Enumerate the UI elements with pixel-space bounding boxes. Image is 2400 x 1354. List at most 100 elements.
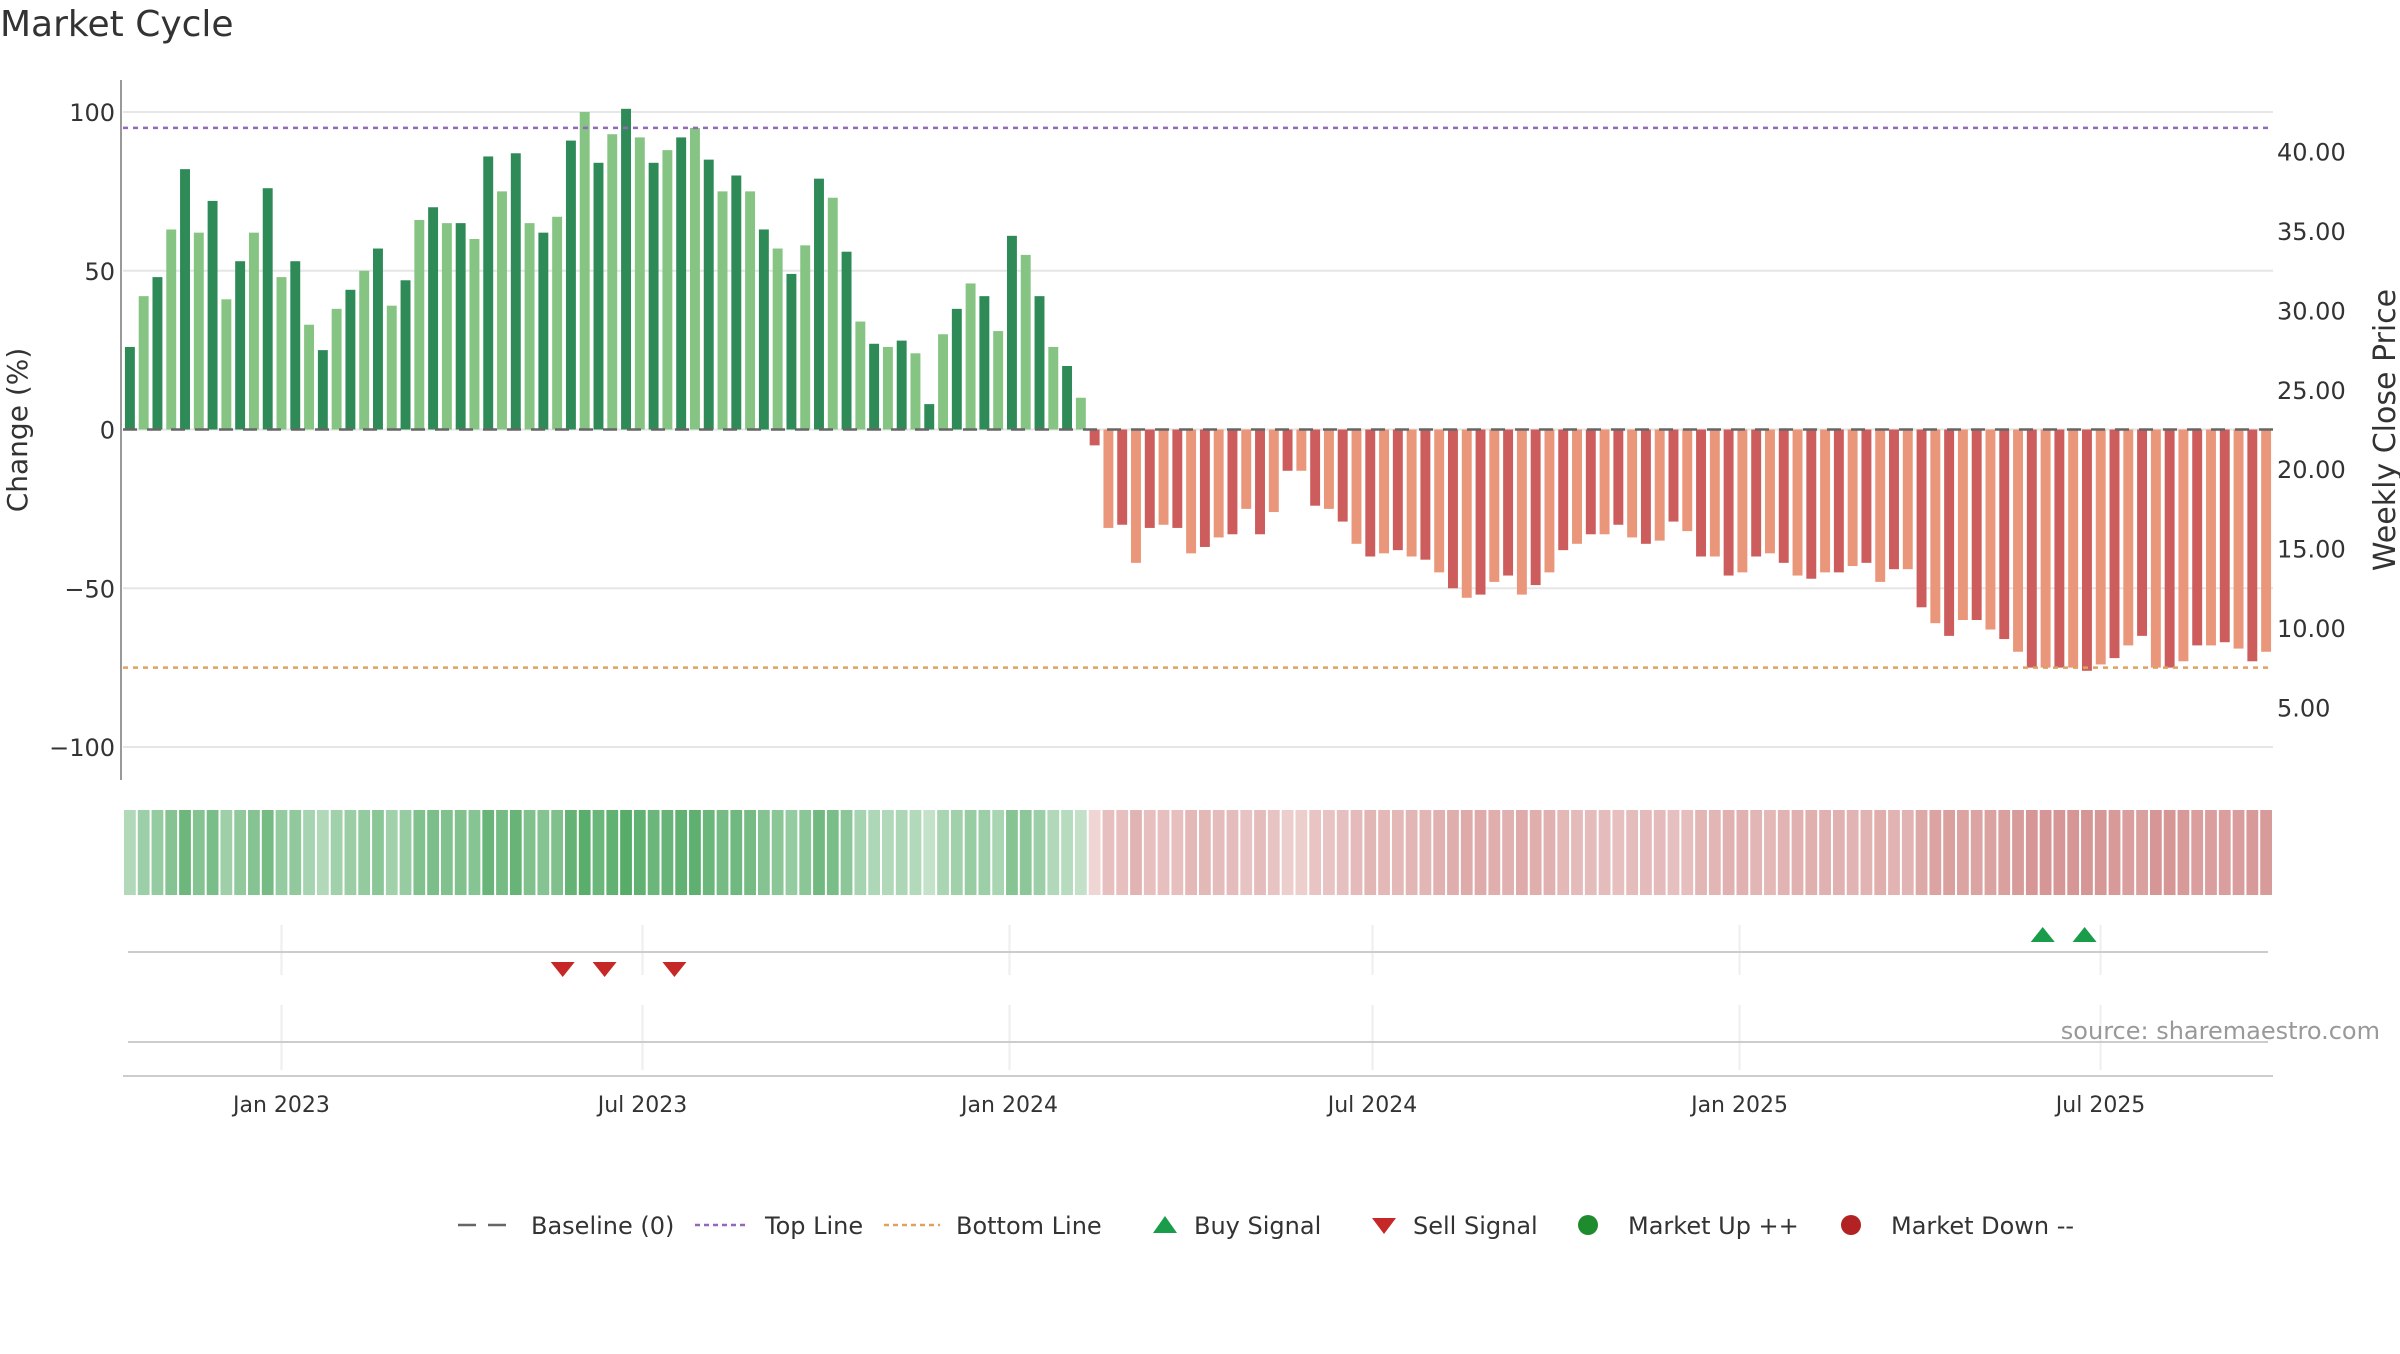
heat-cell xyxy=(1832,810,1845,895)
heat-cell xyxy=(2218,810,2231,895)
bar xyxy=(345,289,356,430)
bar xyxy=(1627,429,1638,538)
bar xyxy=(1489,429,1500,582)
bar xyxy=(1392,429,1403,551)
bar xyxy=(1337,429,1348,522)
heat-cell xyxy=(1998,810,2011,895)
heat-cell xyxy=(730,810,743,895)
bar xyxy=(1420,429,1431,560)
y-tick-label-right: 15.00 xyxy=(2277,536,2346,564)
legend-swatch-buy xyxy=(1153,1216,1177,1233)
bar xyxy=(1875,429,1886,582)
bar xyxy=(1572,429,1582,544)
heat-cell xyxy=(854,810,867,895)
legend-item-top: Top Line xyxy=(695,1212,863,1240)
heat-cell xyxy=(1405,810,1418,895)
heat-cell xyxy=(330,810,343,895)
legend-item-up: Market Up ++ xyxy=(1578,1212,1799,1240)
heat-cell xyxy=(1226,810,1239,895)
legend: Baseline (0) Top Line Bottom Line Buy Signa… xyxy=(458,1212,2074,1240)
heat-cell xyxy=(1681,810,1694,895)
heat-cell xyxy=(1185,810,1197,895)
legend-label: Market Down -- xyxy=(1891,1212,2074,1240)
bar xyxy=(483,156,494,430)
bar xyxy=(2206,429,2216,646)
heat-strip xyxy=(124,810,2272,895)
heat-cell xyxy=(813,810,825,895)
bar xyxy=(1599,429,1610,535)
heat-cell xyxy=(1846,810,1859,895)
heat-cell xyxy=(2163,810,2176,895)
bar xyxy=(1778,429,1789,563)
bar xyxy=(579,112,590,430)
bar xyxy=(1434,429,1445,573)
y-tick-label-right: 40.00 xyxy=(2277,139,2346,167)
heat-cell xyxy=(289,810,302,895)
reference-lines xyxy=(123,126,2273,669)
heat-cell xyxy=(2108,810,2121,895)
bar xyxy=(1268,429,1279,513)
bar xyxy=(772,248,783,430)
bar xyxy=(717,191,728,430)
bar xyxy=(262,188,273,430)
chart-title: Market Cycle xyxy=(0,4,234,45)
bar xyxy=(1654,429,1665,541)
bar-series xyxy=(124,108,2272,671)
bar xyxy=(1944,429,1955,636)
sell-signal-marker xyxy=(592,962,617,977)
x-tick-label: Jan 2025 xyxy=(1689,1093,1788,1118)
heat-cell xyxy=(468,810,481,895)
legend-item-buy: Buy Signal xyxy=(1153,1212,1321,1240)
heat-cell xyxy=(1957,810,1969,895)
heat-cell xyxy=(1695,810,1707,895)
heat-cell xyxy=(192,810,205,895)
bar xyxy=(882,346,893,430)
heat-cell xyxy=(1750,810,1763,895)
bar xyxy=(1668,429,1679,522)
heat-cell xyxy=(385,810,398,895)
bar xyxy=(1792,429,1803,576)
heat-cell xyxy=(1295,810,1308,895)
bar xyxy=(304,324,315,430)
heat-cell xyxy=(454,810,467,895)
heat-cell xyxy=(1267,810,1280,895)
bar xyxy=(2081,429,2092,671)
heat-cell xyxy=(1915,810,1928,895)
bar xyxy=(538,232,549,430)
heat-cell xyxy=(1943,810,1956,895)
bar xyxy=(841,251,852,430)
heat-cell xyxy=(220,810,233,895)
bar xyxy=(2192,429,2203,646)
heat-cell xyxy=(1088,810,1101,895)
heat-cell xyxy=(1543,810,1556,895)
buy-signal-marker xyxy=(2072,927,2097,942)
bar xyxy=(1048,346,1059,430)
bar xyxy=(290,261,301,430)
bar xyxy=(1379,429,1390,554)
heat-cell xyxy=(399,810,412,895)
bar xyxy=(552,216,563,430)
bar xyxy=(1034,296,1045,430)
bar xyxy=(2150,429,2161,668)
heat-cell xyxy=(1584,810,1597,895)
bar xyxy=(1365,429,1376,557)
heat-cell xyxy=(165,810,178,895)
heat-cell xyxy=(716,810,729,895)
bar xyxy=(1957,429,1968,620)
heat-cell xyxy=(2232,810,2245,895)
heat-cell xyxy=(675,810,688,895)
heat-cell xyxy=(551,810,564,895)
bar xyxy=(1406,429,1417,557)
heat-cell xyxy=(316,810,329,895)
y-axis-title-right: Weekly Close Price xyxy=(2368,289,2400,571)
heat-cell xyxy=(620,810,632,895)
bar xyxy=(428,207,439,430)
bar xyxy=(1062,366,1073,430)
heat-cell xyxy=(1667,810,1680,895)
bar xyxy=(938,334,948,430)
bar xyxy=(1558,429,1569,551)
bar xyxy=(400,280,411,430)
x-tick-label: Jul 2025 xyxy=(2054,1093,2146,1118)
